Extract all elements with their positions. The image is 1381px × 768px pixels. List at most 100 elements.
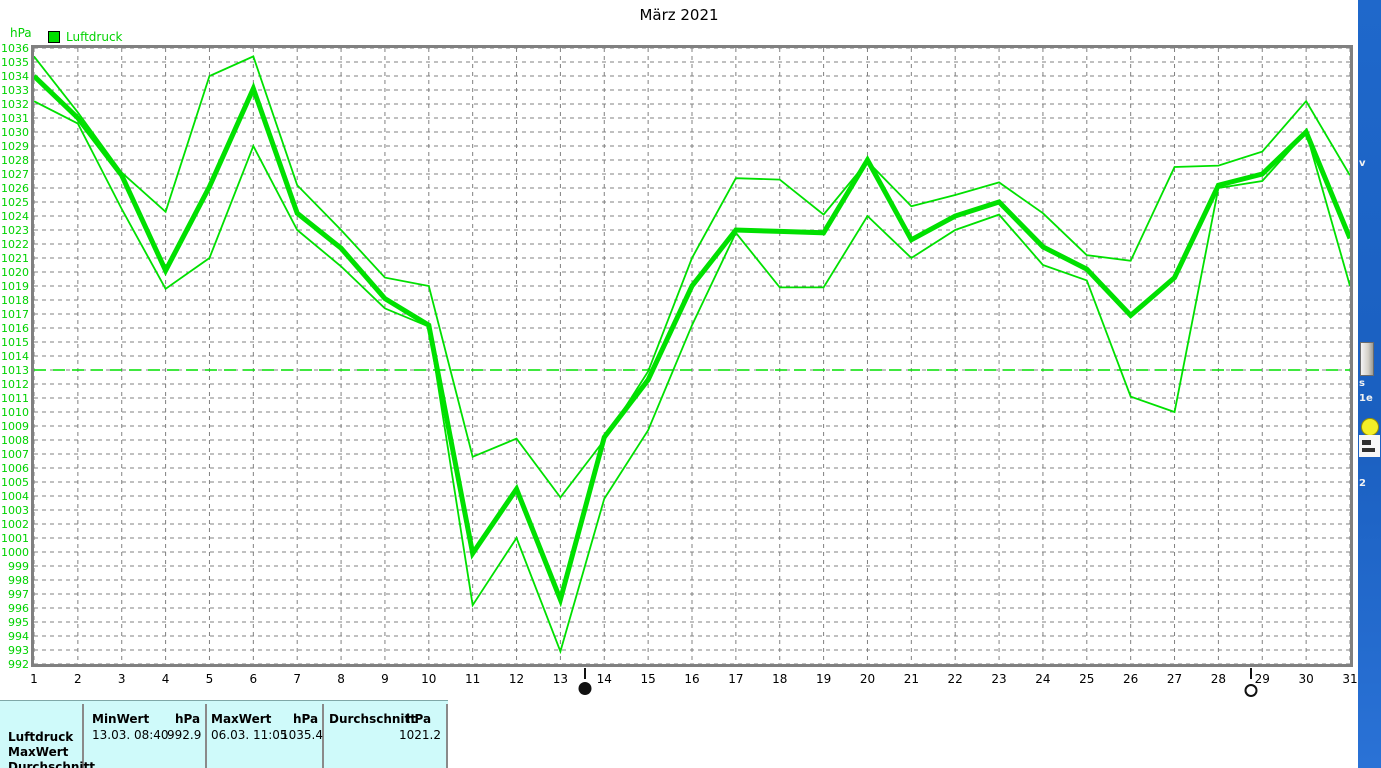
y-tick-1000: 1000: [1, 546, 29, 559]
y-tick-1033: 1033: [1, 84, 29, 97]
y-tick-996: 996: [8, 602, 29, 615]
y-tick-994: 994: [8, 630, 29, 643]
y-tick-1010: 1010: [1, 406, 29, 419]
x-tick-18: 18: [772, 672, 788, 686]
full-moon-icon: [1244, 684, 1258, 697]
x-tick-8: 8: [337, 672, 345, 686]
desktop-background-strip: v s 1e 2: [1358, 0, 1381, 768]
desktop-text-fragment-4: 2: [1359, 478, 1366, 489]
desktop-icon-circle: [1361, 418, 1379, 436]
y-tick-1007: 1007: [1, 448, 29, 461]
moon-tick-full-moon: [1250, 668, 1253, 679]
series-line-minimum: [34, 100, 1350, 655]
desktop-gradient: [1358, 0, 1381, 768]
y-tick-1025: 1025: [1, 196, 29, 209]
desktop-icon-bar-2: [1362, 448, 1375, 452]
stats-stamp-minwert: 13.03. 08:40: [92, 728, 169, 742]
x-tick-26: 26: [1123, 672, 1139, 686]
desktop-text-fragment-2: s: [1359, 378, 1365, 389]
x-tick-21: 21: [903, 672, 919, 686]
x-tick-20: 20: [859, 672, 876, 686]
y-tick-1027: 1027: [1, 168, 29, 181]
desktop-text-fragment-3: 1e: [1359, 393, 1373, 404]
x-tick-15: 15: [640, 672, 656, 686]
x-tick-11: 11: [465, 672, 481, 686]
desktop-icon-sheet: [1359, 435, 1380, 457]
y-tick-1002: 1002: [1, 518, 29, 531]
x-tick-24: 24: [1035, 672, 1051, 686]
y-tick-1030: 1030: [1, 126, 29, 139]
plot-wrapper: [31, 45, 1353, 667]
stats-header-durchschnitt: Durchschnitt: [329, 712, 417, 726]
stats-table: Luftdruck MaxWert Durchschnitt MinWert h…: [0, 700, 448, 768]
desktop-icon-bar-1: [1362, 440, 1371, 445]
x-tick-9: 9: [381, 672, 389, 686]
y-tick-1008: 1008: [1, 434, 29, 447]
y-tick-1013: 1013: [1, 364, 29, 377]
stats-unit-maxwert: hPa: [293, 712, 319, 726]
y-tick-1009: 1009: [1, 420, 29, 433]
y-tick-1016: 1016: [1, 322, 29, 335]
x-tick-5: 5: [205, 672, 214, 686]
x-tick-30: 30: [1298, 672, 1314, 686]
desktop-text-fragment-1: v: [1359, 158, 1366, 169]
x-tick-25: 25: [1079, 672, 1095, 686]
y-tick-1028: 1028: [1, 154, 29, 167]
y-axis-labels: 1036 1035 1034 1033 1032 1031 1030 1029 1028 1027…: [0, 42, 31, 671]
moon-tick-new-moon: [583, 668, 586, 679]
series-line-durchschnitt: [34, 74, 1350, 608]
y-tick-1011: 1011: [1, 392, 29, 405]
stats-unit-durchschnitt: hPa: [406, 712, 432, 726]
stats-value-durchschnitt: 1021.2: [399, 728, 441, 742]
stats-row-label-maxwert: MaxWert: [8, 745, 69, 759]
y-tick-992: 992: [8, 658, 29, 671]
stats-header-minwert: MinWert: [92, 712, 150, 726]
x-tick-7: 7: [293, 672, 302, 686]
x-tick-17: 17: [728, 672, 744, 686]
x-tick-22: 22: [947, 672, 963, 686]
legend-swatch-luftdruck: [48, 31, 60, 43]
x-tick-28: 28: [1210, 672, 1227, 686]
x-tick-31: 31: [1342, 672, 1358, 686]
y-tick-1032: 1032: [1, 98, 29, 111]
y-tick-1017: 1017: [1, 308, 29, 321]
x-tick-29: 29: [1254, 672, 1270, 686]
y-tick-1022: 1022: [1, 238, 29, 251]
x-tick-23: 23: [991, 672, 1007, 686]
series-line-maximum: [34, 55, 1350, 499]
y-tick-999: 999: [8, 560, 29, 573]
chart-panel: März 2021 hPa Luftdruck 1036 1035 1034 1033…: [0, 6, 1358, 697]
y-tick-1031: 1031: [1, 112, 29, 125]
y-tick-1021: 1021: [1, 252, 29, 265]
y-tick-1024: 1024: [1, 210, 29, 223]
table-divider-3: [322, 704, 324, 768]
stats-row-label-durchschnitt: Durchschnitt: [8, 760, 96, 768]
y-tick-1036: 1036: [1, 42, 29, 55]
x-tick-14: 14: [596, 672, 612, 686]
legend: Luftdruck: [48, 30, 123, 44]
desktop-icon-fragment[interactable]: [1359, 418, 1380, 462]
page-title: März 2021: [639, 6, 719, 24]
y-tick-998: 998: [8, 574, 29, 587]
y-tick-1020: 1020: [1, 266, 29, 279]
y-tick-1004: 1004: [1, 490, 29, 503]
stats-value-minwert: 992.9: [167, 728, 202, 742]
x-tick-13: 13: [552, 672, 569, 686]
y-tick-1003: 1003: [1, 504, 29, 517]
y-tick-1005: 1005: [1, 476, 29, 489]
x-tick-2: 2: [74, 672, 82, 686]
stats-value-maxwert: 1035.4: [281, 728, 323, 742]
stats-unit-minwert: hPa: [175, 712, 201, 726]
y-tick-1018: 1018: [1, 294, 29, 307]
y-tick-1035: 1035: [1, 56, 29, 69]
legend-label-luftdruck: Luftdruck: [66, 30, 123, 44]
y-tick-1015: 1015: [1, 336, 29, 349]
x-tick-16: 16: [684, 672, 700, 686]
desktop-scrollbar-fragment[interactable]: [1360, 342, 1374, 376]
x-tick-1: 1: [30, 672, 38, 686]
x-tick-12: 12: [508, 672, 525, 686]
y-tick-1029: 1029: [1, 140, 29, 153]
gridlines: [34, 48, 1350, 664]
x-tick-19: 19: [815, 672, 832, 686]
